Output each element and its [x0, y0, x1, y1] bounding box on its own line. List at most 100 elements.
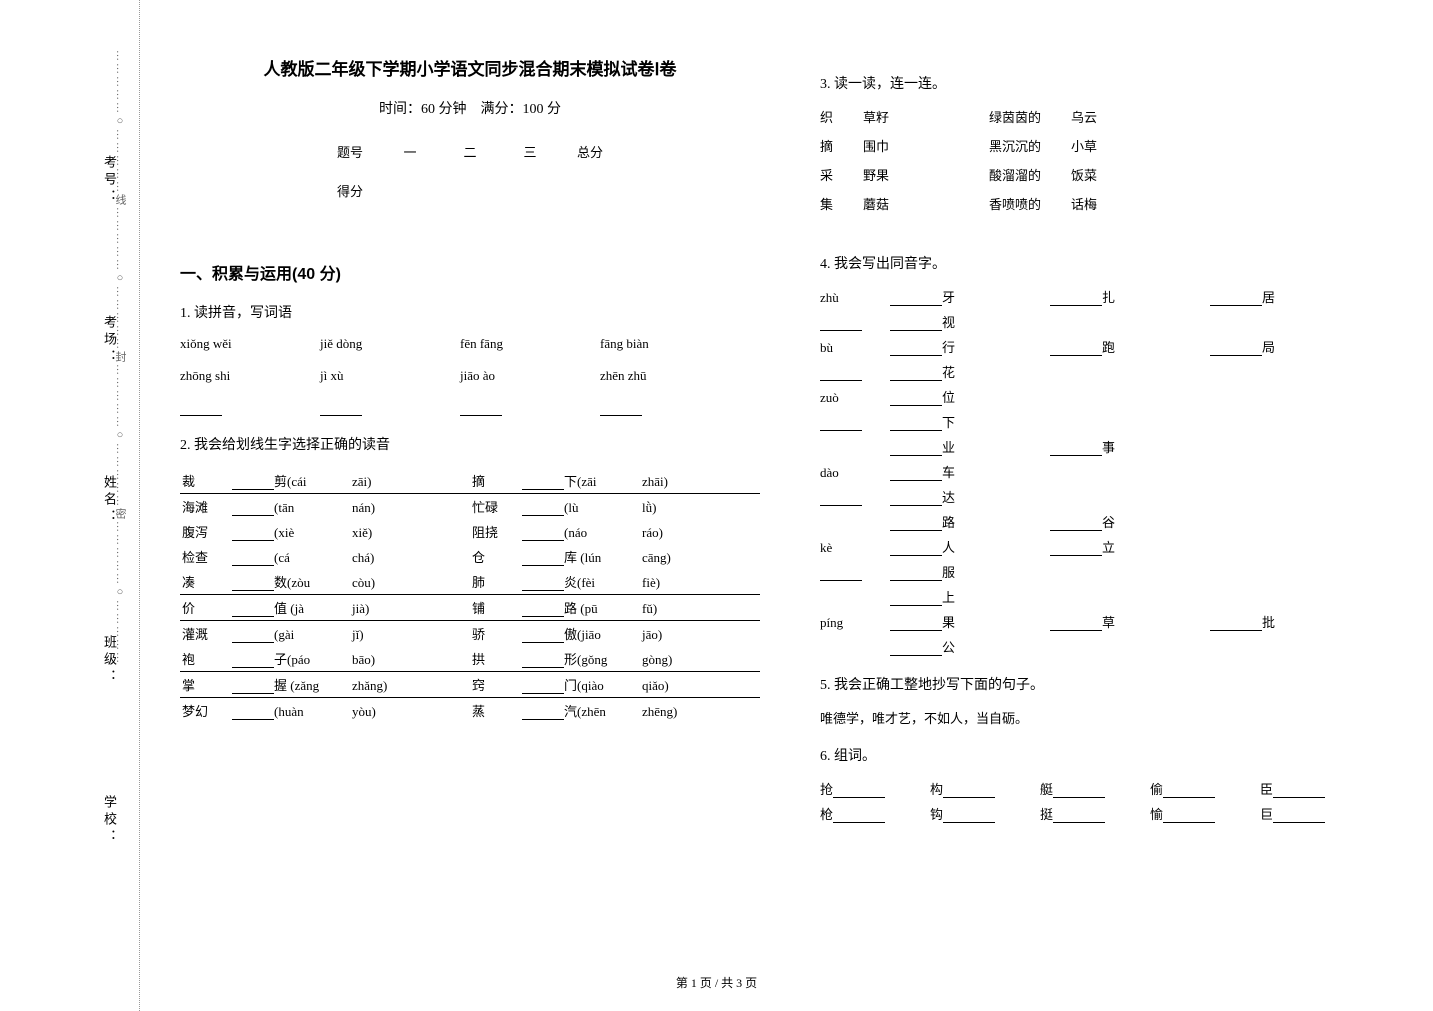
q2-cell: lǜ) [640, 494, 760, 520]
q4-row: 路谷 [820, 512, 1400, 531]
q2-cell: 库 (lún [520, 544, 640, 569]
q2-cell: 梦幻 [180, 698, 230, 724]
q4-row: 下 [820, 412, 1400, 431]
q4-row: 视 [820, 312, 1400, 331]
q6-row2: 枪钩挺愉巨 [820, 804, 1400, 823]
section-1-title: 一、积累与运用(40 分) [180, 260, 760, 284]
q2-cell: 数(zòu [230, 569, 350, 595]
match-item: 小草 [1071, 136, 1097, 155]
q2-table: 裁剪(cáizāi)摘下(zāizhāi)海滩(tānnán)忙碌(lùlǜ)腹… [180, 468, 760, 723]
q3-groups: 织摘采集 草籽围巾野果蘑菇 绿茵茵的黑沉沉的酸溜溜的香喷喷的 乌云小草饭菜话梅 [820, 107, 1400, 223]
q2-cell: 阻挠 [470, 519, 520, 544]
score-row-label: 得分 [320, 181, 380, 200]
q1-r1c2: jiě dòng [320, 336, 460, 352]
q2-cell: 剪(cái [230, 468, 350, 494]
match-item: 乌云 [1071, 107, 1097, 126]
q2-cell: zhǎng) [350, 672, 470, 698]
score-h3: 三 [500, 142, 560, 161]
q2-cell: (xiè [230, 519, 350, 544]
match-item: 草籽 [863, 107, 889, 126]
score-h0: 题号 [320, 142, 380, 161]
q2-cell: 袍 [180, 646, 230, 672]
q2-cell: còu) [350, 569, 470, 595]
q1-r2c3: jiāo ào [460, 368, 600, 384]
q4-row: bù行跑局 [820, 337, 1400, 356]
q2-cell: gòng) [640, 646, 760, 672]
q2-cell: chá) [350, 544, 470, 569]
match-item: 集 [820, 194, 833, 213]
q2-cell: (tān [230, 494, 350, 520]
paper-title: 人教版二年级下学期小学语文同步混合期末模拟试卷Ⅰ卷 [180, 55, 760, 80]
match-item: 采 [820, 165, 833, 184]
q2-cell: 铺 [470, 595, 520, 621]
q2-cell: yòu) [350, 698, 470, 724]
match-item: 香喷喷的 [989, 194, 1041, 213]
q6-cell: 挺 [1040, 804, 1140, 823]
score-h1: 一 [380, 142, 440, 161]
q2-cell: 仓 [470, 544, 520, 569]
match-item: 织 [820, 107, 833, 126]
q1-r1c1: xiǒng wěi [180, 336, 320, 352]
match-item: 话梅 [1071, 194, 1097, 213]
q2-cell: zhāi) [640, 468, 760, 494]
q2-cell: (cá [230, 544, 350, 569]
q4-title: 4. 我会写出同音字。 [820, 253, 1400, 273]
q2-cell: 值 (jà [230, 595, 350, 621]
match-item: 饭菜 [1071, 165, 1097, 184]
q2-cell: bāo) [350, 646, 470, 672]
match-item: 野果 [863, 165, 889, 184]
q2-cell: 腹泻 [180, 519, 230, 544]
q2-cell: 形(gǒng [520, 646, 640, 672]
q2-cell: 下(zāi [520, 468, 640, 494]
q2-cell: jià) [350, 595, 470, 621]
q2-cell: (lù [520, 494, 640, 520]
q6-cell: 枪 [820, 804, 920, 823]
q6-cell: 巨 [1260, 804, 1360, 823]
q4-row: 上 [820, 587, 1400, 606]
q2-cell: fiè) [640, 569, 760, 595]
left-column: 人教版二年级下学期小学语文同步混合期末模拟试卷Ⅰ卷 时间：60 分钟 满分：10… [180, 55, 760, 829]
q4-row: 业事 [820, 437, 1400, 456]
q2-cell: 握 (zǎng [230, 672, 350, 698]
match-item: 蘑菇 [863, 194, 889, 213]
q5-text: 唯德学，唯才艺，不如人，当自砺。 [820, 708, 1400, 727]
q2-cell: 检查 [180, 544, 230, 569]
q2-cell: nán) [350, 494, 470, 520]
q6-cell: 钩 [930, 804, 1030, 823]
q4-row: 达 [820, 487, 1400, 506]
q1-title: 1. 读拼音，写词语 [180, 302, 760, 322]
q2-cell: 摘 [470, 468, 520, 494]
right-column: 3. 读一读，连一连。 织摘采集 草籽围巾野果蘑菇 绿茵茵的黑沉沉的酸溜溜的香喷… [820, 55, 1400, 829]
q2-cell: 价 [180, 595, 230, 621]
q6-cell: 臣 [1260, 779, 1360, 798]
seal-line: ……………○……………线……………○……………封……………○……………密…………… [110, 0, 130, 1011]
q1-r1c4: fāng biàn [600, 336, 740, 352]
q6-cell: 愉 [1150, 804, 1250, 823]
match-item: 酸溜溜的 [989, 165, 1041, 184]
q2-cell: 掌 [180, 672, 230, 698]
q2-cell: 路 (pū [520, 595, 640, 621]
q2-cell: (gài [230, 621, 350, 647]
score-h2: 二 [440, 142, 500, 161]
q2-cell: 肺 [470, 569, 520, 595]
q2-cell: 骄 [470, 621, 520, 647]
q1-row2: zhōng shi jì xù jiāo ào zhēn zhū [180, 368, 760, 384]
score-table: 题号 一 二 三 总分 得分 [320, 142, 620, 200]
q2-cell: xiě) [350, 519, 470, 544]
q5-title: 5. 我会正确工整地抄写下面的句子。 [820, 674, 1400, 694]
q2-cell: zāi) [350, 468, 470, 494]
q2-cell: ráo) [640, 519, 760, 544]
q1-r2c2: jì xù [320, 368, 460, 384]
q2-cell: 灌溉 [180, 621, 230, 647]
match-item: 摘 [820, 136, 833, 155]
match-item: 绿茵茵的 [989, 107, 1041, 126]
q2-cell: jǐ) [350, 621, 470, 647]
match-item: 黑沉沉的 [989, 136, 1041, 155]
q2-cell: 忙碌 [470, 494, 520, 520]
page-footer: 第 1 页 / 共 3 页 [0, 974, 1433, 991]
q6-title: 6. 组词。 [820, 745, 1400, 765]
q6-cell: 抢 [820, 779, 920, 798]
score-h4: 总分 [560, 142, 620, 161]
q2-cell: 蒸 [470, 698, 520, 724]
q4-row: 公 [820, 637, 1400, 656]
